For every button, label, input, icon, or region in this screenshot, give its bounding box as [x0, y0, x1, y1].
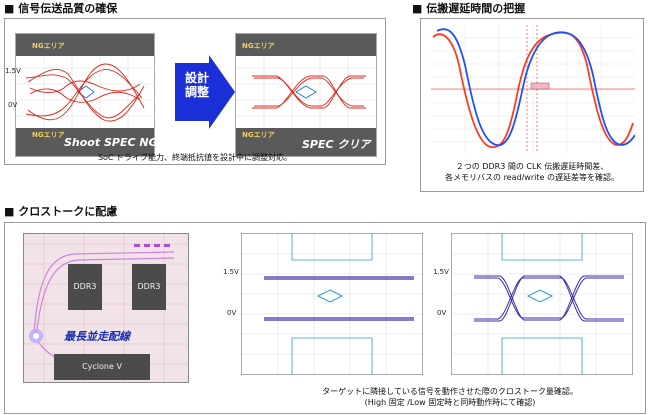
crosstalk-level-0v-b: 0V	[437, 309, 447, 317]
chip-ddr3-left: DDR3	[68, 264, 102, 310]
crosstalk-caption-line1: ターゲットに隣接している信号を動作させた際のクロストーク量確認。	[322, 387, 578, 396]
ng-area-label-bottom-after: NGエリア	[242, 131, 275, 139]
overlay-shoot-spec-ng: Shoot SPEC NG	[64, 136, 158, 149]
overlay-spec-clear: SPEC クリア	[302, 138, 371, 151]
propagation-delay-caption-line1: ２つの DDR3 間の CLK 伝搬遅延時間差、	[455, 162, 609, 171]
ng-area-label-top: NGエリア	[32, 42, 65, 50]
section-title-propagation-delay: ■ 伝搬遅延時間の把握	[412, 2, 526, 15]
crosstalk-eye-simultaneous	[451, 233, 633, 375]
design-adjust-label: 設計 調整	[184, 71, 209, 99]
crosstalk-level-1-5v-b: 1.5V	[433, 268, 449, 276]
eye-diagram-after: NGエリア NGエリア SPEC クリア	[235, 33, 377, 157]
crosstalk-panel: DDR3 DDR3 Cyclone V 最長並走配線 1.5V 0V 1.5V …	[4, 222, 646, 414]
crosstalk-eye-fixed	[241, 233, 423, 375]
section-title-crosstalk: ■ クロストークに配慮	[4, 205, 118, 218]
chip-cyclone-v: Cyclone V	[54, 354, 150, 380]
level-label-1-5v: 1.5V	[5, 67, 21, 75]
section-title-signal-quality: ■ 信号伝送品質の確保	[4, 2, 118, 15]
longest-parallel-wiring-label: 最長並走配線	[64, 330, 130, 343]
ng-area-label-top-after: NGエリア	[242, 42, 275, 50]
crosstalk-level-0v-a: 0V	[227, 309, 237, 317]
signal-quality-panel: NGエリア NGエリア Shoot SPEC NG 1.5V 0V 設計 調整	[4, 18, 386, 165]
pcb-layout-image: DDR3 DDR3 Cyclone V 最長並走配線	[23, 233, 189, 383]
crosstalk-level-1-5v-a: 1.5V	[223, 268, 239, 276]
ng-area-label-bottom: NGエリア	[32, 131, 65, 139]
crosstalk-caption-line2: (High 固定 /Low 固定時と同時動作時にて確認)	[364, 398, 536, 407]
eye-diagram-before-waveform	[16, 56, 154, 128]
clk-delay-waveform	[431, 25, 635, 153]
level-label-0v: 0V	[8, 101, 18, 109]
chip-ddr3-right: DDR3	[132, 264, 166, 310]
eye-diagram-before: NGエリア NGエリア Shoot SPEC NG	[15, 33, 158, 157]
propagation-delay-caption-line2: 各メモリバスの read/write の遅延差等を確認。	[445, 173, 619, 182]
eye-diagram-after-waveform	[236, 56, 376, 128]
propagation-delay-panel: ２つの DDR3 間の CLK 伝搬遅延時間差、 各メモリバスの read/wr…	[420, 18, 644, 192]
design-adjust-arrow-icon	[175, 55, 235, 129]
signal-quality-caption: SoC ドライブ能力、終端抵抗値を設計中に調整対応。	[97, 153, 293, 162]
